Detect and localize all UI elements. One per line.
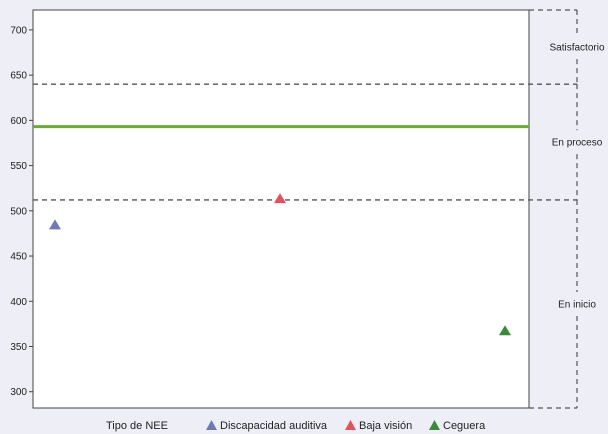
level-label: Satisfactorio [549,43,604,54]
y-tick-label: 400 [10,297,27,308]
level-label: En proceso [552,138,603,149]
legend-label: Discapacidad auditiva [220,420,328,432]
level-bracket: Satisfactorio En proceso En inicio [529,9,605,409]
plot-area [32,9,530,409]
legend-item-discapacidad-auditiva: Discapacidad auditiva [206,418,327,434]
triangle-icon [206,420,217,430]
y-tick-label: 700 [10,25,27,36]
y-tick-label: 550 [10,161,27,172]
data-point-discapacidad-auditiva [49,219,61,230]
legend-title: Tipo de NEE [106,420,168,432]
data-point-ceguera [499,325,511,336]
legend: Tipo de NEE Discapacidad auditiva Baja v… [0,418,608,434]
y-axis-ticks: 300 350 400 450 500 550 600 650 700 [10,25,33,398]
y-tick-label: 300 [10,387,27,398]
legend-label: Ceguera [443,420,486,432]
triangle-icon [345,420,356,430]
legend-item-baja-vision: Baja visión [345,418,412,434]
threshold-lines [33,83,577,201]
legend-item-ceguera: Ceguera [429,418,485,434]
y-tick-label: 450 [10,252,27,263]
data-point-baja-visi-n [274,193,286,204]
data-points [49,193,511,336]
y-tick-label: 350 [10,342,27,353]
legend-label: Baja visión [359,420,413,432]
y-tick-label: 650 [10,71,27,82]
y-tick-label: 500 [10,206,27,217]
triangle-icon [429,420,440,430]
y-tick-label: 600 [10,116,27,127]
level-label: En inicio [558,299,596,310]
